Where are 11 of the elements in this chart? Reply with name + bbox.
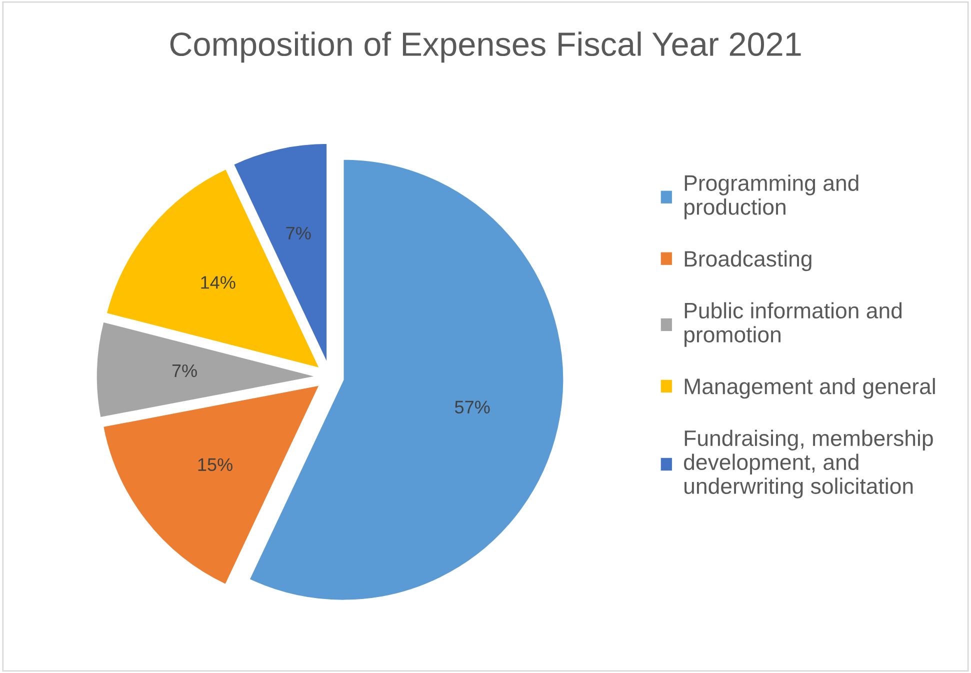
legend-label: Broadcasting [684, 250, 812, 272]
data-label: 14% [201, 276, 236, 289]
legend-label: Management and general [684, 378, 935, 399]
legend-label: Fundraising, membership development, and underwriting solicitation [684, 430, 933, 498]
data-label: 7% [286, 226, 311, 240]
data-label: 7% [172, 364, 197, 378]
legend-label: Programming and production [684, 174, 858, 220]
data-label: 15% [198, 458, 232, 472]
chart-title: Composition of Expenses Fiscal Year 2021 [170, 32, 801, 63]
legend-label: Public information and promotion [684, 302, 902, 347]
data-label: 57% [454, 400, 490, 414]
